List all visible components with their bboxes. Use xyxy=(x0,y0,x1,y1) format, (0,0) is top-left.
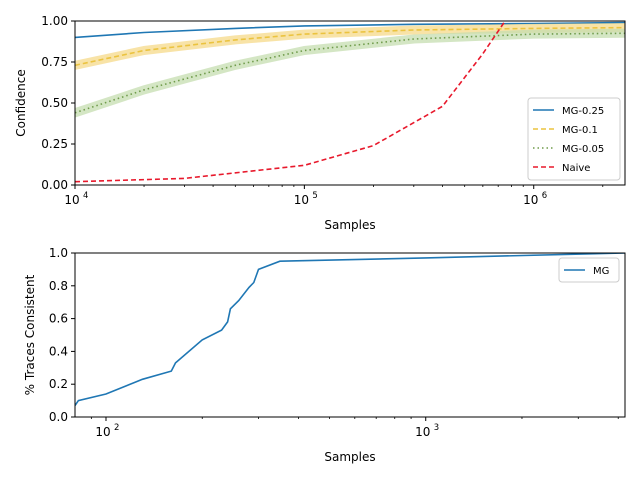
confidence-ticks-layer: 10 4 10 5 10 60.000.250.500.751.00 xyxy=(41,14,604,207)
legend-box xyxy=(558,257,620,283)
legend-box xyxy=(527,97,621,181)
consistency-plot-frame xyxy=(74,252,626,418)
confidence-x-axis-label: Samples xyxy=(324,218,375,232)
x-tick-label: 10 xyxy=(523,193,538,207)
y-tick-label: 0.25 xyxy=(41,137,68,151)
y-tick-label: 0.8 xyxy=(49,279,68,293)
consistency-series-layer xyxy=(75,253,625,406)
legend-label-mg-0-05: MG-0.05 xyxy=(562,144,604,155)
x-tick-label: 10 xyxy=(95,425,110,439)
confidence-legend: MG-0.25 MG-0.1 MG-0.05 Naive xyxy=(527,97,621,181)
x-tick-exponent: 2 xyxy=(114,423,119,433)
series-line-naive xyxy=(75,21,506,183)
x-tick-exponent: 3 xyxy=(434,423,439,433)
legend-label-mg-0-25: MG-0.25 xyxy=(562,106,604,117)
y-tick-label: 0.75 xyxy=(41,55,68,69)
confidence-series-layer xyxy=(75,21,625,183)
y-tick-label: 0.2 xyxy=(49,377,68,391)
y-tick-label: 0.4 xyxy=(49,344,68,358)
x-tick-label: 10 xyxy=(415,425,430,439)
y-tick-label: 1.0 xyxy=(49,246,68,260)
legend-label-mg-0-1: MG-0.1 xyxy=(562,125,598,136)
y-tick-label: 0.0 xyxy=(49,410,68,424)
y-tick-label: 0.50 xyxy=(41,96,68,110)
y-tick-label: 1.00 xyxy=(41,14,68,28)
x-tick-exponent: 4 xyxy=(83,191,88,201)
series-line-mg-0-05 xyxy=(75,32,625,114)
legend-label-naive: Naive xyxy=(562,163,590,174)
consistency-y-axis-label: % Traces Consistent xyxy=(23,274,37,395)
y-tick-label: 0.00 xyxy=(41,178,68,192)
x-tick-exponent: 5 xyxy=(312,191,317,201)
series-line-mg-0-25 xyxy=(75,21,625,39)
consistency-ticks-layer: 10 2 10 3 0.0 0.2 0.4 0.6 0.8 1.0 xyxy=(49,246,619,439)
y-tick-label: 0.6 xyxy=(49,312,68,326)
confidence-chart: 10 4 10 5 10 60.000.250.500.751.00 Samples Co… xyxy=(14,14,626,232)
x-tick-label: 10 xyxy=(64,193,79,207)
legend-label-mg: MG xyxy=(593,266,609,277)
series-line-mg xyxy=(75,253,625,406)
confidence-y-axis-label: Confidence xyxy=(14,69,28,136)
x-tick-exponent: 6 xyxy=(542,191,547,201)
consistency-legend: MG xyxy=(558,257,620,283)
consistency-chart: 10 2 10 3 0.0 0.2 0.4 0.6 0.8 1.0 Samples % Trace… xyxy=(23,246,626,464)
consistency-x-axis-label: Samples xyxy=(324,450,375,464)
x-tick-label: 10 xyxy=(294,193,309,207)
series-band-mg-0-1 xyxy=(75,23,625,70)
